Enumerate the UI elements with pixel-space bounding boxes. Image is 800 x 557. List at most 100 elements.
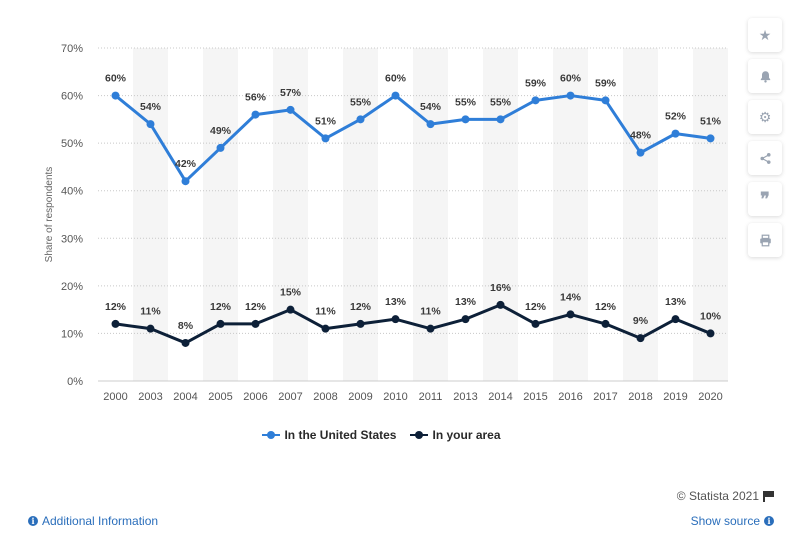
- data-point-1: [111, 319, 120, 328]
- x-tick-label: 2008: [313, 391, 337, 403]
- x-tick-label: 2005: [208, 391, 232, 403]
- y-tick-label: 60%: [61, 91, 83, 103]
- data-label-0: 60%: [385, 73, 407, 85]
- data-point-1: [636, 334, 645, 343]
- data-label-0: 60%: [560, 73, 582, 85]
- data-point-1: [216, 319, 225, 328]
- data-label-1: 12%: [525, 301, 547, 313]
- x-tick-label: 2004: [173, 391, 197, 403]
- credit-text: © Statista 2021: [676, 489, 759, 503]
- data-label-0: 48%: [630, 130, 652, 142]
- data-label-0: 60%: [105, 73, 127, 85]
- data-point-0: [531, 96, 540, 105]
- chart-toolbar: ★ ⚙ ❞: [748, 18, 782, 257]
- favorite-button[interactable]: ★: [748, 18, 782, 52]
- settings-button[interactable]: ⚙: [748, 100, 782, 134]
- data-point-0: [356, 115, 365, 124]
- data-point-1: [671, 315, 680, 324]
- data-point-1: [566, 310, 575, 319]
- data-label-1: 16%: [490, 282, 512, 294]
- data-label-1: 12%: [210, 301, 232, 313]
- data-label-0: 55%: [455, 96, 477, 108]
- additional-information-link[interactable]: i Additional Information: [28, 514, 158, 528]
- print-icon: [759, 234, 771, 246]
- data-label-1: 14%: [560, 291, 582, 303]
- data-point-1: [706, 329, 715, 338]
- additional-information-label: Additional Information: [42, 514, 159, 528]
- x-tick-label: 2017: [593, 391, 617, 403]
- print-button[interactable]: [748, 223, 782, 257]
- data-point-0: [111, 91, 120, 100]
- series-line-0: [114, 94, 712, 183]
- data-point-1: [601, 319, 610, 328]
- data-point-1: [251, 319, 260, 328]
- bell-icon: [760, 70, 770, 83]
- x-tick-label: 2007: [278, 391, 302, 403]
- data-point-0: [321, 134, 330, 143]
- x-tick-label: 2006: [243, 391, 267, 403]
- series-line-1: [114, 303, 712, 345]
- data-point-1: [531, 319, 540, 328]
- x-tick-label: 2020: [698, 391, 722, 403]
- data-label-1: 15%: [280, 287, 302, 299]
- data-label-1: 12%: [245, 301, 267, 313]
- show-source-link[interactable]: Show source i: [691, 514, 774, 528]
- y-tick-label: 10%: [61, 328, 83, 340]
- data-point-0: [671, 129, 680, 138]
- data-point-0: [391, 91, 400, 100]
- data-label-0: 54%: [140, 101, 162, 113]
- quote-icon: ❞: [760, 188, 770, 210]
- data-label-1: 12%: [350, 301, 372, 313]
- data-point-1: [286, 305, 295, 314]
- info-icon: i: [764, 516, 774, 526]
- share-button[interactable]: [748, 141, 782, 175]
- column-band: [273, 48, 308, 381]
- data-label-0: 57%: [280, 87, 302, 99]
- legend-item-area[interactable]: In your area: [410, 428, 501, 442]
- cite-button[interactable]: ❞: [748, 182, 782, 216]
- data-label-0: 42%: [175, 158, 197, 170]
- data-label-0: 51%: [315, 115, 337, 127]
- x-tick-label: 2016: [558, 391, 582, 403]
- info-icon: i: [28, 516, 38, 526]
- y-tick-label: 20%: [61, 281, 83, 293]
- legend-label-area: In your area: [432, 428, 501, 442]
- data-point-0: [286, 105, 295, 114]
- statista-credit[interactable]: © Statista 2021: [677, 489, 774, 503]
- data-point-0: [251, 110, 260, 119]
- y-tick-label: 70%: [61, 43, 83, 55]
- chart-legend: In the United States In your area: [0, 428, 763, 442]
- y-tick-label: 40%: [61, 186, 83, 198]
- data-point-0: [601, 96, 610, 105]
- x-tick-label: 2009: [348, 391, 372, 403]
- legend-item-us[interactable]: In the United States: [262, 428, 396, 442]
- x-tick-label: 2018: [628, 391, 652, 403]
- data-label-0: 54%: [420, 101, 442, 113]
- data-label-0: 55%: [490, 96, 512, 108]
- data-label-1: 11%: [140, 306, 161, 318]
- data-point-1: [181, 338, 190, 347]
- notification-button[interactable]: [748, 59, 782, 93]
- data-label-1: 13%: [385, 296, 407, 308]
- data-label-1: 9%: [633, 315, 649, 327]
- data-point-1: [496, 300, 505, 309]
- data-label-1: 11%: [315, 306, 336, 318]
- data-point-0: [706, 134, 715, 143]
- x-tick-label: 2014: [488, 391, 512, 403]
- x-tick-label: 2010: [383, 391, 407, 403]
- data-label-1: 13%: [665, 296, 687, 308]
- column-band: [483, 48, 518, 381]
- data-label-1: 13%: [455, 296, 477, 308]
- data-point-1: [356, 319, 365, 328]
- y-axis-title: Share of respondents: [44, 167, 55, 263]
- data-label-0: 52%: [665, 111, 687, 123]
- column-band: [553, 48, 588, 381]
- x-tick-label: 2003: [138, 391, 162, 403]
- data-label-0: 51%: [700, 115, 722, 127]
- legend-swatch-area: [410, 430, 429, 440]
- data-label-0: 55%: [350, 96, 372, 108]
- data-point-0: [216, 143, 225, 152]
- data-point-1: [391, 315, 400, 324]
- share-icon: [759, 152, 771, 164]
